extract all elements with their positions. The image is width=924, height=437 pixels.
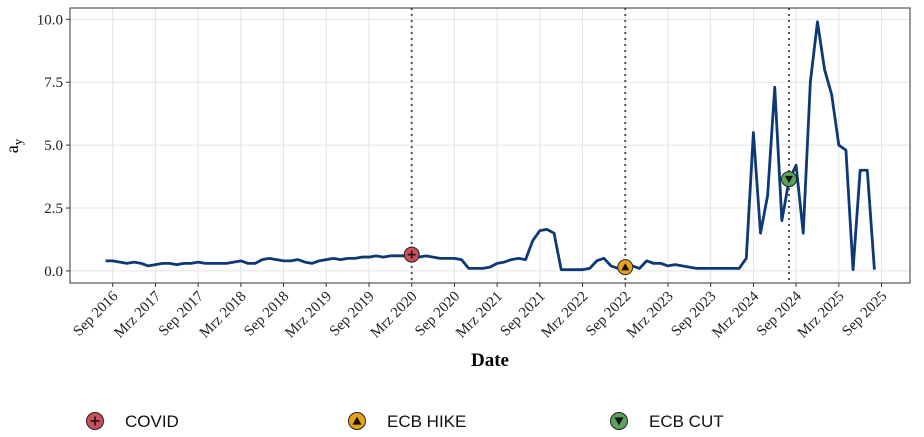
marker-symbol (614, 417, 624, 426)
marker-symbol (784, 175, 793, 184)
x-tick-label: Mrz 2021 (453, 289, 506, 342)
y-axis-title-sub: y (10, 138, 25, 145)
x-tick-label: Mrz 2023 (624, 289, 677, 342)
x-tick-label: Mrz 2025 (795, 289, 848, 342)
y-axis-title-base: a (2, 145, 22, 153)
legend-label: ECB CUT (649, 412, 724, 431)
x-tick-label: Mrz 2018 (197, 289, 250, 342)
y-tick-label: 10.0 (37, 12, 63, 28)
legend-label: ECB HIKE (387, 412, 466, 431)
y-tick-label: 7.5 (44, 75, 63, 91)
event-marker (780, 171, 797, 188)
marker-symbol (407, 250, 416, 259)
legend-item: ECB HIKE (348, 412, 466, 431)
x-tick-label: Mrz 2017 (111, 288, 164, 341)
x-tick-label: Mrz 2024 (709, 288, 762, 341)
y-axis-title: ay (2, 138, 25, 153)
x-tick-label: Mrz 2022 (539, 289, 592, 342)
y-tick-label: 5.0 (44, 138, 63, 154)
y-tick-label: 2.5 (44, 201, 63, 217)
x-tick-label: Sep 2025 (839, 289, 890, 340)
x-tick-label: Mrz 2019 (282, 289, 335, 342)
marker-symbol (352, 416, 362, 425)
y-tick-label: 0.0 (44, 264, 63, 280)
marker-symbol (90, 416, 100, 426)
x-tick-label: Mrz 2020 (368, 289, 421, 342)
series-line (105, 20, 876, 272)
legend-item: COVID (86, 412, 179, 431)
legend-label: COVID (125, 412, 179, 431)
legend-item: ECB CUT (610, 412, 724, 431)
event-marker (617, 259, 634, 276)
event-marker (403, 246, 420, 263)
marker-symbol (621, 263, 630, 271)
x-axis-title: Date (471, 350, 509, 371)
plot-border (69, 7, 911, 284)
